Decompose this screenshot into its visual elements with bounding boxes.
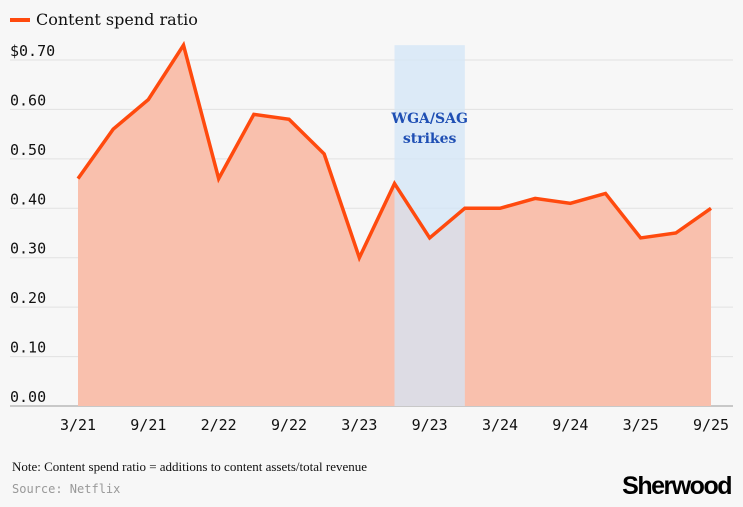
x-tick-label: 3/25 [623,416,659,434]
source: Source: Netflix [12,482,121,496]
x-tick-label: 2/22 [201,416,237,434]
x-tick-label: 3/24 [482,416,518,434]
y-tick-label: 0.60 [10,91,46,109]
x-tick-label: 3/23 [341,416,377,434]
legend-label: Content spend ratio [36,10,198,29]
chart: 0.00 0.10 0.20 0.30 0.40 0.50 0.60 $0.70 WGA/SAG… [10,40,733,434]
y-tick-label: $0.70 [10,42,55,60]
x-tick-label: 9/22 [271,416,307,434]
footnote: Note: Content spend ratio = additions to… [12,459,368,474]
legend-swatch [10,17,30,22]
x-tick-label: 9/25 [693,416,729,434]
band-label: strikes [403,131,457,147]
x-tick-label: 3/21 [60,416,96,434]
y-tick-label: 0.20 [10,289,46,307]
y-tick-label: 0.10 [10,339,46,357]
y-tick-label: 0.50 [10,141,46,159]
y-tick-label: 0.00 [10,388,46,406]
band-label: WGA/SAG [390,111,468,127]
x-tick-label: 9/24 [552,416,588,434]
y-tick-label: 0.40 [10,190,46,208]
legend: Content spend ratio [10,10,198,29]
strike-band [394,45,465,406]
sherwood-logo: Sherwood [622,472,732,500]
x-tick-label: 9/21 [130,416,166,434]
y-tick-label: 0.30 [10,240,46,258]
x-tick-label: 9/23 [412,416,448,434]
